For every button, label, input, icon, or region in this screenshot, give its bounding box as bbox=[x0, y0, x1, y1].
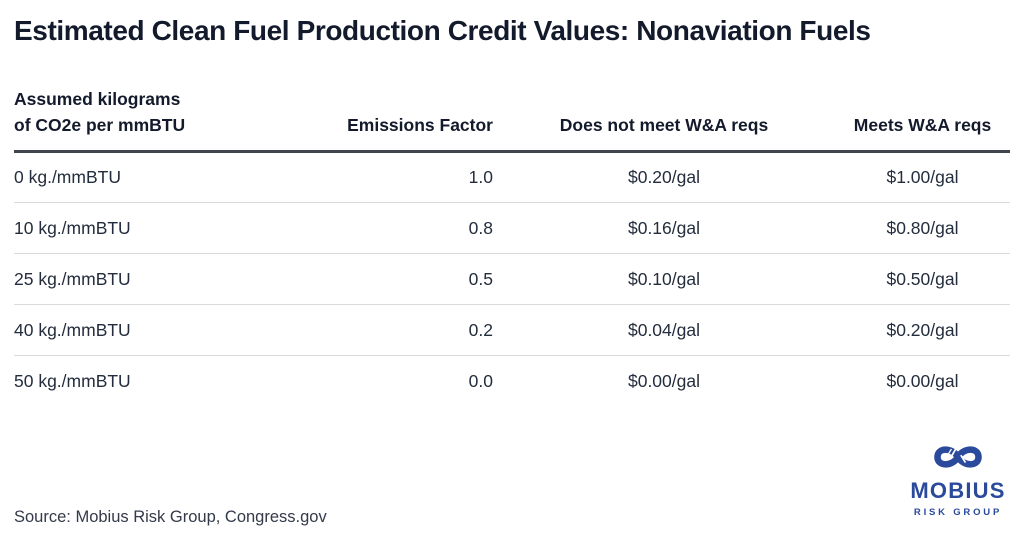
table-header-row: Assumed kilograms of CO2e per mmBTU Emis… bbox=[14, 86, 1010, 153]
column-header-emissions-factor: Emissions Factor bbox=[324, 86, 493, 153]
column-header-assumed-kg-line2: of CO2e per mmBTU bbox=[14, 115, 186, 135]
column-header-meets-wa: Meets W&A reqs bbox=[835, 86, 1010, 153]
mobius-infinity-icon bbox=[934, 446, 982, 468]
cell-kg: 0 kg./mmBTU bbox=[14, 151, 324, 203]
cell-wa-credit: $1.00/gal bbox=[835, 151, 1010, 203]
cell-wa-credit: $0.80/gal bbox=[835, 202, 1010, 254]
cell-wa-credit: $0.50/gal bbox=[835, 253, 1010, 305]
table-row: 40 kg./mmBTU 0.2 $0.04/gal $0.20/gal bbox=[14, 304, 1010, 356]
cell-emissions-factor: 0.0 bbox=[468, 370, 493, 391]
column-header-assumed-kg-line1: Assumed kilograms bbox=[14, 89, 181, 109]
page-title: Estimated Clean Fuel Production Credit V… bbox=[14, 15, 871, 46]
table-row: 25 kg./mmBTU 0.5 $0.10/gal $0.50/gal bbox=[14, 253, 1010, 305]
cell-no-wa-credit: $0.16/gal bbox=[493, 202, 835, 254]
mobius-logo: MOBIUS RISK GROUP bbox=[904, 439, 1012, 518]
cell-kg: 40 kg./mmBTU bbox=[14, 304, 324, 356]
cell-emissions-factor: 0.5 bbox=[324, 253, 493, 305]
cell-kg: 25 kg./mmBTU bbox=[14, 253, 324, 305]
cell-kg: 10 kg./mmBTU bbox=[14, 202, 324, 254]
cell-wa-credit: $0.20/gal bbox=[835, 304, 1010, 356]
source-note: Source: Mobius Risk Group, Congress.gov bbox=[14, 508, 327, 526]
column-header-does-not-meet-wa: Does not meet W&A reqs bbox=[493, 86, 835, 153]
credit-values-table: Assumed kilograms of CO2e per mmBTU Emis… bbox=[14, 86, 1010, 407]
logo-wordmark: MOBIUS bbox=[910, 478, 1006, 503]
cell-wa-credit: $0.00/gal bbox=[886, 370, 959, 391]
table-row: 0 kg./mmBTU 1.0 $0.20/gal $1.00/gal bbox=[14, 151, 1010, 203]
cell-emissions-factor: 0.8 bbox=[324, 202, 493, 254]
table-row: 50 kg./mmBTU 0.0 $0.00/gal $0.00/gal bbox=[14, 356, 1010, 407]
table-row: 10 kg./mmBTU 0.8 $0.16/gal $0.80/gal bbox=[14, 202, 1010, 254]
cell-kg: 50 kg./mmBTU bbox=[14, 370, 131, 391]
cell-no-wa-credit: $0.00/gal bbox=[627, 370, 700, 391]
cell-no-wa-credit: $0.10/gal bbox=[493, 253, 835, 305]
cell-no-wa-credit: $0.04/gal bbox=[493, 304, 835, 356]
logo-subtitle: RISK GROUP bbox=[913, 507, 1003, 518]
column-header-assumed-kg: Assumed kilograms of CO2e per mmBTU bbox=[14, 86, 324, 153]
cell-no-wa-credit: $0.20/gal bbox=[493, 151, 835, 203]
cell-emissions-factor: 1.0 bbox=[324, 151, 493, 203]
cell-emissions-factor: 0.2 bbox=[324, 304, 493, 356]
